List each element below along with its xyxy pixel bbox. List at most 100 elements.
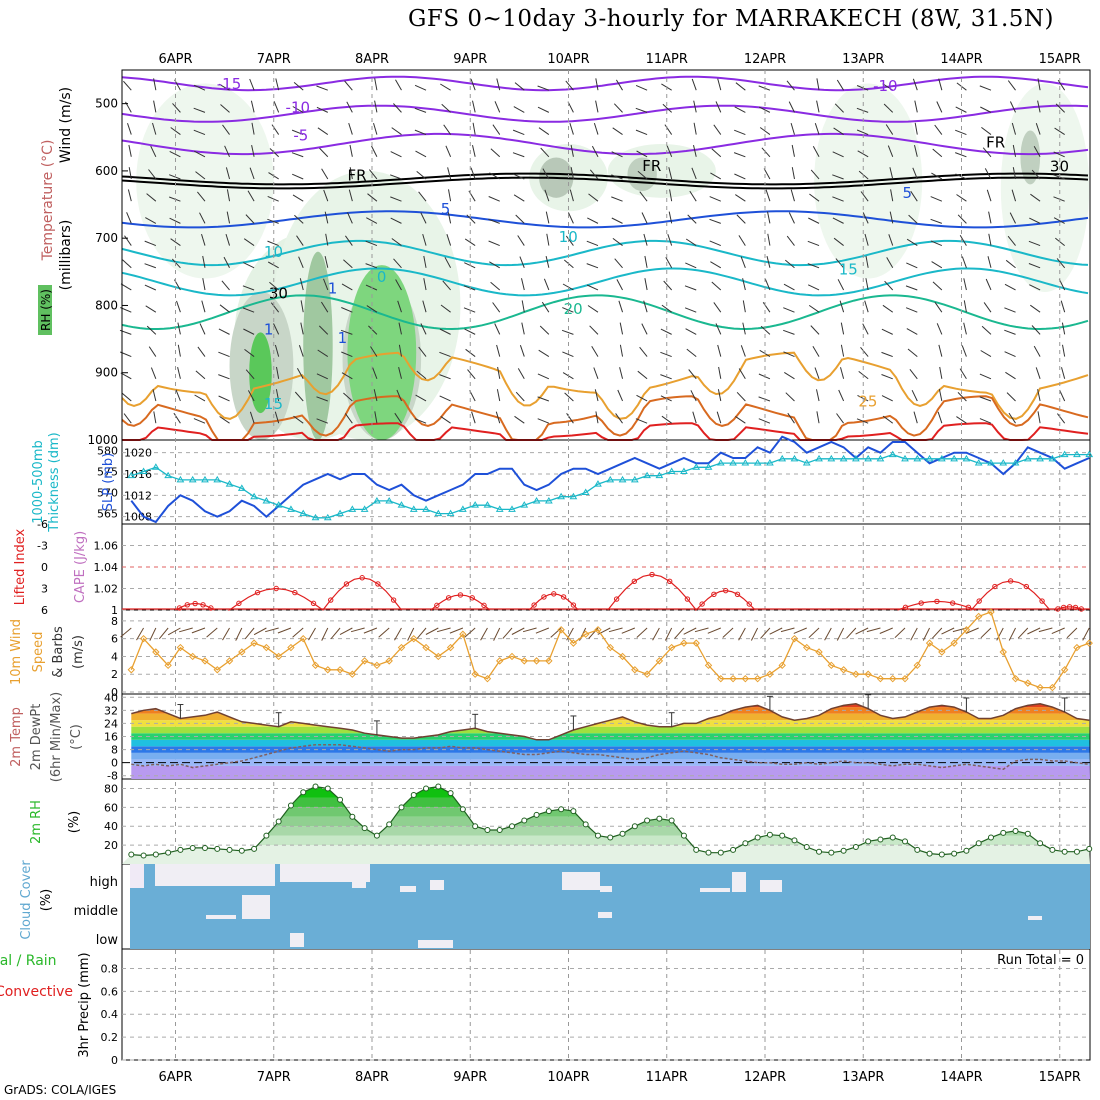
cape-point	[949, 600, 956, 606]
precip-ytick: 0.6	[101, 985, 119, 998]
rh-point	[680, 832, 687, 839]
thickness-point	[692, 463, 701, 470]
wind-barb	[936, 101, 943, 113]
wind-barb	[515, 214, 525, 224]
wind-barb	[1005, 259, 1016, 269]
cape-point	[184, 602, 190, 608]
cape-point	[699, 601, 705, 607]
wind-barb	[664, 124, 673, 135]
wind-barb	[955, 152, 967, 158]
wind-barb	[955, 173, 967, 180]
wind-barb	[905, 285, 918, 291]
wind-barb	[693, 100, 697, 113]
wind10m-barb	[879, 627, 893, 634]
wind-barb	[175, 389, 181, 402]
wind-speed-point	[139, 634, 148, 643]
wind10m-barb	[407, 627, 415, 641]
top-day-label: 14APR	[940, 52, 982, 67]
wind-barb	[636, 394, 648, 402]
wind-barb	[613, 103, 623, 113]
wind-barb	[1012, 144, 1017, 157]
wind-barb	[1007, 80, 1016, 91]
ua-ytick: 800	[95, 298, 118, 312]
wind-barb	[537, 373, 550, 380]
thickness-point	[446, 509, 455, 517]
wind-barb	[347, 212, 353, 224]
wind-barb	[1028, 240, 1041, 247]
rh-band-1	[122, 835, 1090, 846]
wind-barb	[274, 344, 280, 357]
wind-barb	[373, 389, 378, 402]
wind-barb	[416, 171, 427, 180]
wind-speed-line	[130, 611, 1090, 689]
rh-point	[963, 847, 970, 854]
cape-point	[343, 581, 350, 587]
thickness-point	[864, 454, 873, 462]
rh-point	[201, 844, 208, 851]
wind-barb	[495, 411, 501, 424]
thickness-point	[618, 475, 627, 483]
top-day-label: 11APR	[646, 52, 688, 67]
rh-point	[877, 836, 884, 843]
wind-speed-point	[790, 634, 799, 643]
wind-barb	[514, 82, 525, 91]
wind-barb	[537, 85, 550, 91]
wind-barb	[783, 329, 795, 335]
wind-barb	[341, 372, 353, 380]
wind-barb	[1009, 212, 1016, 224]
wind-barb	[984, 168, 992, 180]
wind-barb	[614, 258, 623, 269]
wind-barb	[513, 173, 525, 180]
ua-ytick: 1000	[87, 433, 118, 447]
wind10m-barb	[350, 627, 365, 633]
wind-barb	[521, 300, 525, 313]
wind-barb	[1028, 263, 1041, 269]
wind-barb	[586, 240, 599, 247]
isotherm-label-17: 1	[328, 279, 338, 297]
cape-point	[292, 589, 298, 596]
wind10m-barb	[1038, 627, 1053, 633]
wind-label-0: 10m Wind	[9, 619, 24, 685]
wind-barb	[366, 217, 378, 224]
wind-barb	[641, 323, 648, 335]
wind-barb	[365, 263, 378, 269]
wind-barb	[344, 80, 353, 91]
thickness-point	[790, 454, 799, 462]
wind-barb	[618, 300, 624, 313]
thickness-point	[397, 501, 406, 508]
wind-speed-point	[631, 666, 639, 674]
wind-barb	[124, 235, 132, 246]
rh-point	[140, 852, 147, 859]
cape-bump-7	[897, 600, 977, 611]
wind-barb	[689, 190, 697, 202]
wind-barb	[758, 373, 771, 380]
wind-barb	[343, 392, 353, 402]
wind-barb	[839, 300, 845, 313]
ua-temp-label: Temperature (°C)	[40, 140, 56, 262]
wind-barb	[276, 366, 280, 379]
thickness-point	[434, 509, 443, 517]
slp-ytick: 1008	[124, 511, 152, 524]
thickness-point	[348, 505, 357, 512]
wind10m-barb	[550, 627, 562, 638]
rh-point	[349, 813, 356, 820]
cape-bump-8	[969, 580, 1051, 611]
wind-speed-point	[839, 666, 848, 674]
wind-barb	[833, 127, 844, 135]
wind-barb	[521, 278, 525, 291]
thickness-label-2: Thickness (dm)	[47, 432, 62, 532]
cloud-block-15	[206, 915, 236, 919]
bottom-day-label: 14APR	[940, 1070, 982, 1085]
cloud-block-6	[400, 886, 416, 892]
rh-point	[1000, 829, 1007, 836]
rh-point	[226, 846, 233, 853]
wind-barb	[785, 392, 795, 402]
wind-barb	[767, 211, 771, 224]
wind-barb	[344, 235, 353, 246]
wind-barb	[521, 322, 525, 335]
precip-axis-label: 3hr Precip (mm)	[77, 952, 92, 1057]
wind-barb	[199, 323, 206, 335]
wind-barb	[639, 191, 648, 202]
rh-point	[447, 790, 454, 797]
